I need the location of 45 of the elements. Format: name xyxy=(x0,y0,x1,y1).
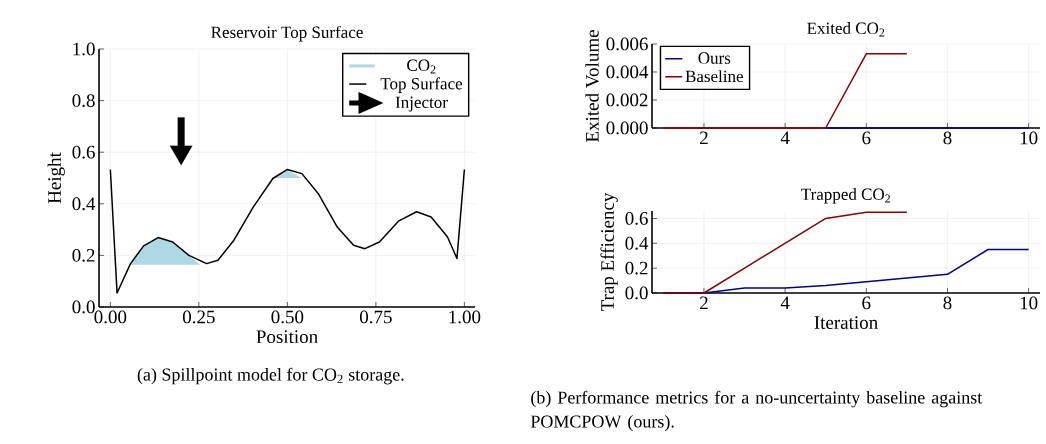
x-tick-label: 6 xyxy=(862,296,871,310)
y-tick-label: 0.2 xyxy=(625,261,648,275)
x-tick-label: 8 xyxy=(943,131,952,145)
x-tick-label: 10 xyxy=(1020,296,1038,310)
y-tick-label: 0.8 xyxy=(72,94,95,108)
x-tick-label: 1.00 xyxy=(449,310,481,324)
y-tick-label: 0.000 xyxy=(606,121,648,135)
chart-title: Exited CO$_{2}$ xyxy=(807,22,885,37)
x-axis-title: Iteration xyxy=(814,316,878,329)
x-tick-label: 0.50 xyxy=(271,310,304,324)
line-series xyxy=(109,168,466,294)
x-tick-label: 0.00 xyxy=(94,310,127,324)
y-tick-label: 0.2 xyxy=(72,248,95,262)
y-tick-label: 0.004 xyxy=(606,65,649,79)
x-tick-label: 0.75 xyxy=(359,310,392,324)
legend-label: Baseline xyxy=(685,70,743,83)
y-tick-label: 0.002 xyxy=(606,93,648,107)
legend-label: Injector xyxy=(395,96,448,112)
legend-label: Top Surface xyxy=(380,77,463,93)
y-tick-label: 0.6 xyxy=(625,212,648,225)
x-tick-label: 8 xyxy=(943,296,952,310)
chart-title: Reservoir Top Surface xyxy=(211,25,363,42)
y-tick-label: 0.0 xyxy=(625,286,648,300)
x-tick-label: 6 xyxy=(862,131,871,145)
x-tick-label: 10 xyxy=(1020,131,1038,145)
y-tick-label: 0.006 xyxy=(606,37,648,51)
y-tick-label: 0.4 xyxy=(72,197,96,211)
x-axis-title: Position xyxy=(256,330,318,344)
y-axis-title: Height xyxy=(47,152,65,204)
y-tick-label: 0.4 xyxy=(625,236,649,250)
chart-title: Trapped CO$_{2}$ xyxy=(801,188,891,204)
y-axis-title: Exited Volume xyxy=(585,30,599,142)
y-tick-label: 0.0 xyxy=(72,300,95,314)
x-tick-label: 2 xyxy=(700,131,708,145)
y-tick-label: 1.0 xyxy=(73,42,95,56)
x-tick-label: 4 xyxy=(780,131,790,145)
x-tick-label: 4 xyxy=(780,296,790,310)
legend-label: CO$_{2}$ xyxy=(407,59,436,74)
legend-label: Ours xyxy=(698,52,731,64)
x-tick-label: 0.25 xyxy=(182,310,215,324)
x-tick-label: 2 xyxy=(700,296,708,310)
text: (a) Spillpoint model for CO$_{2}$ storage. xyxy=(137,367,404,385)
text: (b) Performance metrics for a no-uncertainty baseline against POMCPOW (ours). xyxy=(530,390,983,432)
y-axis-title: Trap Efficiency xyxy=(600,192,618,312)
y-tick-label: 0.6 xyxy=(72,145,95,159)
